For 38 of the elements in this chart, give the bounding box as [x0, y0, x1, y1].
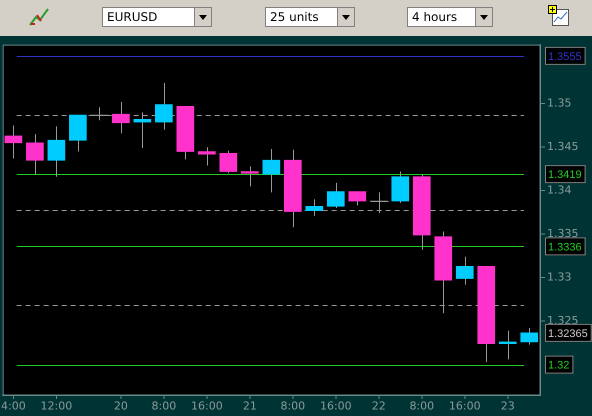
text: 25 units — [269, 10, 320, 24]
ref-line-label: 1.3336 — [548, 241, 582, 254]
y-tick-label: 1.35 — [547, 96, 572, 110]
candlestick — [220, 150, 238, 174]
x-tick-label: 16:00 — [190, 399, 223, 412]
text: EURUSD — [106, 10, 158, 24]
x-tick-label: 16:00 — [320, 399, 352, 412]
text: 4 hours — [411, 10, 458, 24]
x-tick-label: 8:00 — [409, 399, 434, 412]
y-tick-label: 1.335 — [547, 227, 578, 240]
candlestick — [498, 330, 517, 360]
text: 1.32365 — [548, 328, 588, 340]
x-tick-label: 16:00 — [448, 399, 481, 412]
x-tick-label: 8:00 — [280, 399, 306, 412]
candlestick — [241, 166, 259, 187]
x-tick-label: 21 — [242, 399, 257, 412]
candlestick — [456, 256, 474, 286]
ref-line-label: 1.3555 — [548, 50, 582, 63]
ref-line-label: 1.3419 — [548, 169, 582, 182]
candlestick — [4, 124, 22, 159]
y-tick-label: 1.34 — [547, 184, 572, 197]
x-tick-label: 23 — [500, 399, 515, 412]
y-tick-label: 1.325 — [547, 314, 578, 327]
candlestick — [48, 126, 66, 178]
candlestick — [198, 146, 216, 166]
x-tick-label: 20 — [114, 399, 128, 412]
candlestick — [348, 191, 366, 206]
x-tick-label: 8:00 — [152, 399, 176, 412]
ref-line-label: 1.32 — [548, 360, 570, 372]
x-tick-label: 4:00 — [1, 399, 26, 412]
x-tick-label: 12:00 — [40, 399, 72, 412]
y-tick-label: 1.33 — [547, 270, 572, 284]
candlestick — [326, 182, 345, 209]
x-tick-label: 22 — [372, 399, 386, 412]
y-tick-label: 1.345 — [547, 140, 578, 154]
candlestick — [262, 148, 280, 193]
candlestick — [520, 328, 538, 346]
candlestick — [26, 134, 44, 175]
